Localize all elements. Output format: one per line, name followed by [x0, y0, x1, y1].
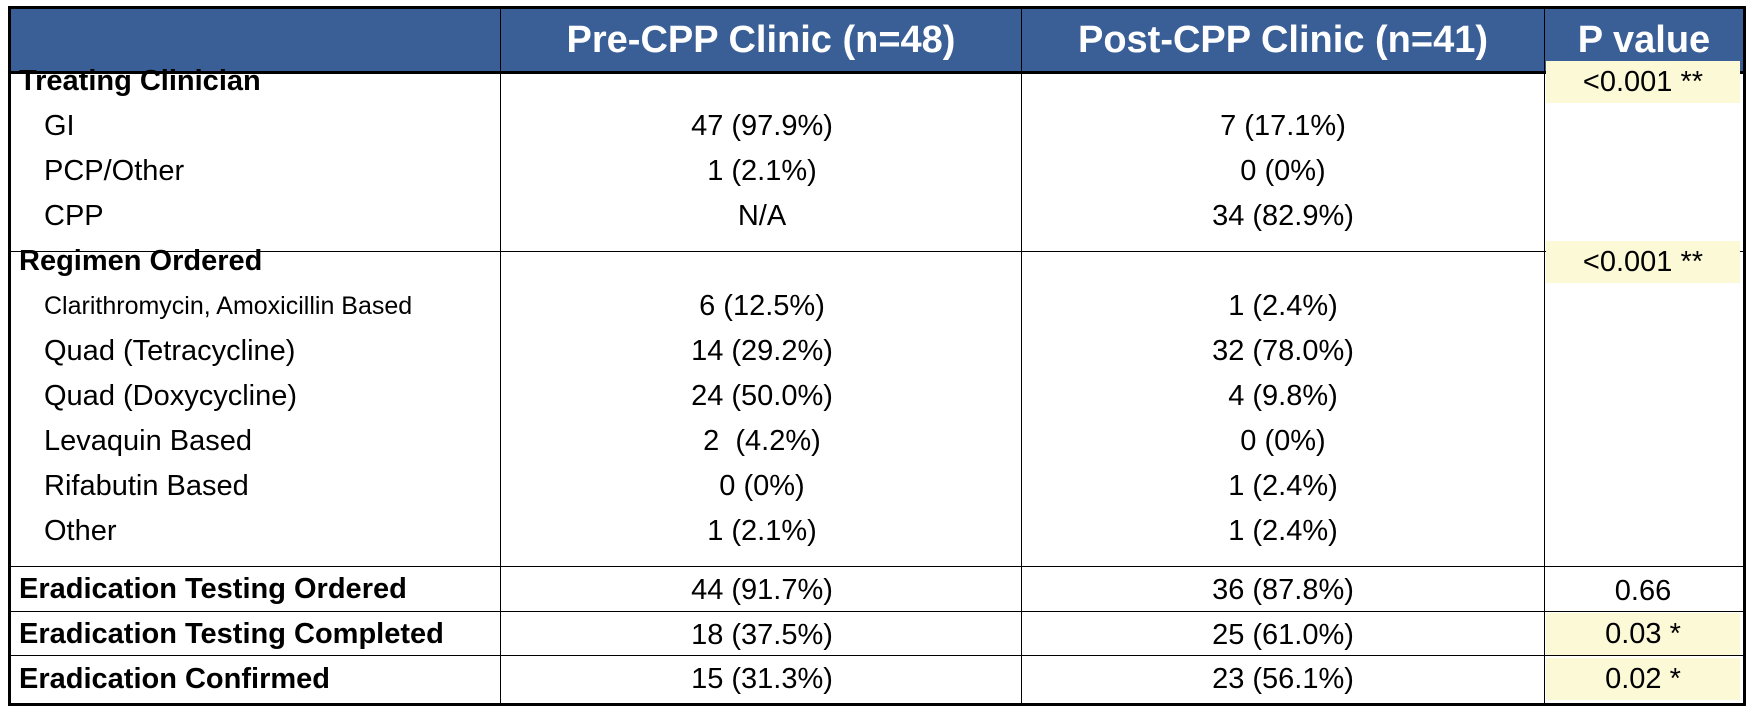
pre-cpp-value: 14 (29.2%) — [691, 335, 833, 367]
header-pre-cpp: Pre-CPP Clinic (n=48) — [566, 19, 956, 61]
column-divider — [1544, 9, 1545, 703]
row-label: GI — [44, 110, 75, 142]
pre-cpp-value: 24 (50.0%) — [691, 380, 833, 412]
pre-cpp-value: 0 (0%) — [719, 470, 805, 502]
row-label: Quad (Doxycycline) — [44, 380, 298, 412]
row-label: Clarithromycin, Amoxicillin Based — [44, 292, 413, 320]
post-cpp-value: 0 (0%) — [1240, 155, 1326, 187]
post-cpp-value: 1 (2.4%) — [1228, 470, 1338, 502]
header-p-value: P value — [1577, 19, 1711, 61]
p-value-cell: 0.66 — [1614, 575, 1672, 607]
row-label: Rifabutin Based — [44, 470, 249, 502]
post-cpp-value: 7 (17.1%) — [1220, 110, 1346, 142]
row-label: PCP/Other — [44, 155, 185, 187]
p-value-cell: 0.02 * — [1546, 658, 1740, 700]
row-label: Quad (Tetracycline) — [44, 335, 296, 367]
row-label: Regimen Ordered — [19, 245, 263, 277]
post-cpp-value: 34 (82.9%) — [1212, 200, 1354, 232]
post-cpp-value: 1 (2.4%) — [1228, 290, 1338, 322]
row-label: CPP — [44, 200, 104, 232]
post-cpp-value: 25 (61.0%) — [1212, 619, 1354, 651]
row-label: Treating Clinician — [19, 65, 261, 97]
row-divider — [11, 655, 1743, 656]
row-label: Eradication Testing Ordered — [19, 573, 407, 605]
pre-cpp-value: N/A — [737, 200, 787, 232]
p-value-cell: <0.001 ** — [1546, 241, 1740, 283]
row-divider — [11, 611, 1743, 612]
row-label: Eradication Confirmed — [19, 663, 330, 695]
pre-cpp-value: 15 (31.3%) — [691, 663, 833, 695]
post-cpp-value: 1 (2.4%) — [1228, 515, 1338, 547]
pre-cpp-value: 1 (2.1%) — [707, 515, 817, 547]
post-cpp-value: 32 (78.0%) — [1212, 335, 1354, 367]
post-cpp-value: 23 (56.1%) — [1212, 663, 1354, 695]
p-value-cell: <0.001 ** — [1546, 61, 1740, 103]
column-divider — [500, 9, 501, 703]
p-value-cell: 0.03 * — [1546, 613, 1740, 655]
row-label: Eradication Testing Completed — [19, 618, 444, 650]
post-cpp-value: 36 (87.8%) — [1212, 574, 1354, 606]
pre-cpp-value: 1 (2.1%) — [707, 155, 817, 187]
row-divider — [11, 566, 1743, 567]
results-table: Pre-CPP Clinic (n=48) Post-CPP Clinic (n… — [8, 6, 1746, 706]
header-post-cpp: Post-CPP Clinic (n=41) — [1077, 19, 1488, 61]
row-divider — [11, 251, 1743, 252]
pre-cpp-value: 6 (12.5%) — [699, 290, 825, 322]
pre-cpp-value: 47 (97.9%) — [691, 110, 833, 142]
post-cpp-value: 4 (9.8%) — [1228, 380, 1338, 412]
table-header: Pre-CPP Clinic (n=48) Post-CPP Clinic (n… — [11, 9, 1743, 74]
post-cpp-value: 0 (0%) — [1240, 425, 1326, 457]
pre-cpp-value: 44 (91.7%) — [691, 574, 833, 606]
pre-cpp-value: 18 (37.5%) — [691, 619, 833, 651]
column-divider — [1021, 9, 1022, 703]
pre-cpp-value: 2 (4.2%) — [703, 425, 821, 457]
row-label: Levaquin Based — [44, 425, 252, 457]
row-label: Other — [44, 515, 117, 547]
